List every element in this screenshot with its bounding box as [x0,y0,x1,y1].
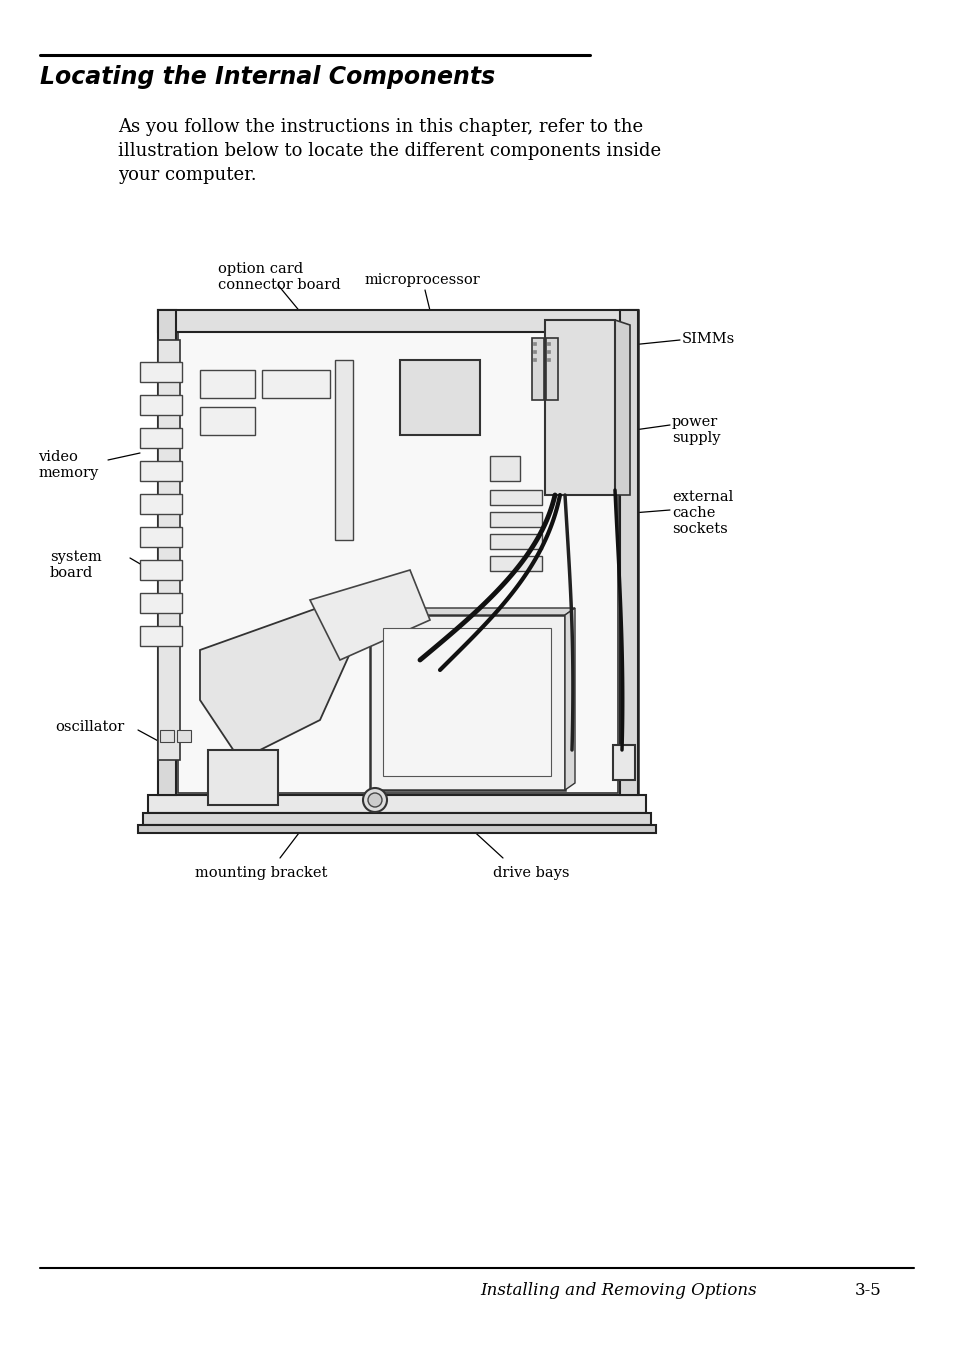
Text: Installing and Removing Options: Installing and Removing Options [479,1282,756,1299]
Bar [533,342,536,346]
Bar [140,593,182,613]
Text: illustration below to locate the different components inside: illustration below to locate the differe… [118,143,660,160]
Circle shape [363,788,387,812]
Text: your computer.: your computer. [118,165,256,184]
Bar [532,338,543,399]
Bar [140,625,182,646]
Bar [490,512,541,527]
Text: video
memory: video memory [38,451,98,480]
Text: mounting bracket: mounting bracket [194,866,327,880]
Bar [490,534,541,549]
Bar [160,730,173,742]
Text: option card
connector board: option card connector board [218,262,340,292]
Bar [262,370,330,398]
Bar [619,309,638,795]
Bar [140,461,182,482]
Bar [140,527,182,547]
Bar [370,615,564,790]
Bar [140,560,182,580]
Bar [138,824,656,833]
Text: external
cache
sockets: external cache sockets [671,490,733,537]
Bar [546,342,550,346]
Text: SIMMs: SIMMs [681,332,735,346]
Bar [143,812,650,824]
Text: system
board: system board [50,550,102,580]
Bar [200,370,254,398]
Bar [382,628,551,776]
Bar [399,360,479,434]
Bar [533,350,536,352]
Circle shape [368,794,381,807]
Polygon shape [564,608,575,790]
Bar [158,309,638,332]
Bar [158,309,175,795]
Bar [148,795,645,812]
Text: drive bays: drive bays [493,866,569,880]
Bar [490,456,519,482]
Polygon shape [200,600,365,760]
Bar [177,730,191,742]
Bar [544,320,615,495]
Text: microprocessor: microprocessor [365,273,480,286]
Bar [178,330,618,794]
Polygon shape [370,608,575,615]
Bar [158,340,180,760]
Text: 3-5: 3-5 [854,1282,881,1299]
Bar [490,490,541,504]
Bar [546,350,550,352]
Text: oscillator: oscillator [55,720,124,734]
Text: power
supply: power supply [671,416,720,445]
Bar [546,358,550,360]
Bar [490,555,541,572]
Text: As you follow the instructions in this chapter, refer to the: As you follow the instructions in this c… [118,118,642,136]
Bar [208,751,277,806]
Bar [140,428,182,448]
Bar [613,745,635,780]
Bar [158,309,638,810]
Bar [545,338,558,399]
Bar [533,358,536,360]
Text: Locating the Internal Components: Locating the Internal Components [40,65,495,89]
Polygon shape [310,570,430,660]
Bar [140,362,182,382]
Bar [200,408,254,434]
Polygon shape [615,320,629,495]
Bar [335,360,353,539]
Bar [140,494,182,514]
Bar [140,395,182,416]
